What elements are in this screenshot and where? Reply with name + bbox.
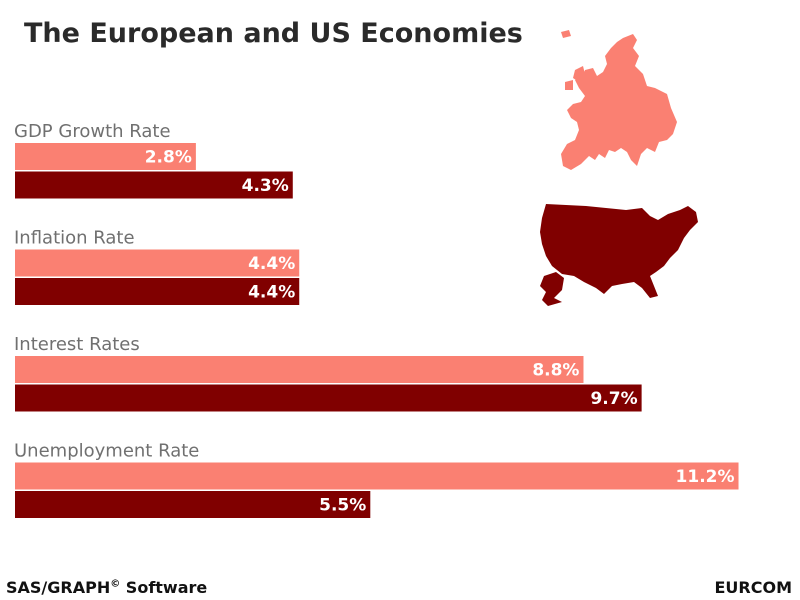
bar-value-label: 2.8%: [145, 148, 192, 168]
bar-value-label: 9.7%: [590, 389, 637, 409]
bar-value-label: 4.4%: [248, 283, 295, 303]
category-label: Inflation Rate: [14, 228, 135, 249]
chart-title: The European and US Economies: [24, 18, 523, 49]
footer-software: Software: [120, 578, 208, 597]
bar-value-label: 8.8%: [532, 361, 579, 381]
bar-europe: [15, 356, 584, 383]
bar-europe: [15, 462, 739, 490]
bar-us: [15, 384, 642, 412]
footer-software-credit: SAS/GRAPH© Software: [6, 578, 207, 597]
category-label: GDP Growth Rate: [14, 121, 171, 142]
bar-value-label: 4.3%: [242, 176, 289, 196]
bar-us: [15, 171, 293, 199]
bar-value-label: 5.5%: [319, 496, 366, 516]
bar-chart: GDP Growth Rate 2.8% 4.3% Inflation Rate 4.4…: [14, 121, 739, 518]
footer-product: SAS/GRAPH: [6, 578, 111, 597]
europe-map-icon: [561, 30, 677, 170]
category-label: Interest Rates: [14, 334, 140, 355]
bar-value-label: 4.4%: [248, 254, 295, 274]
bar-us: [15, 278, 300, 305]
bar-europe: [15, 143, 196, 170]
usa-map-icon: [540, 204, 698, 306]
bar-us: [15, 491, 371, 518]
category-label: Unemployment Rate: [14, 441, 199, 462]
copyright-symbol: ©: [110, 578, 121, 590]
footer-source: EURCOM: [714, 578, 792, 597]
bar-europe: [15, 249, 300, 277]
bar-value-label: 11.2%: [676, 467, 735, 487]
